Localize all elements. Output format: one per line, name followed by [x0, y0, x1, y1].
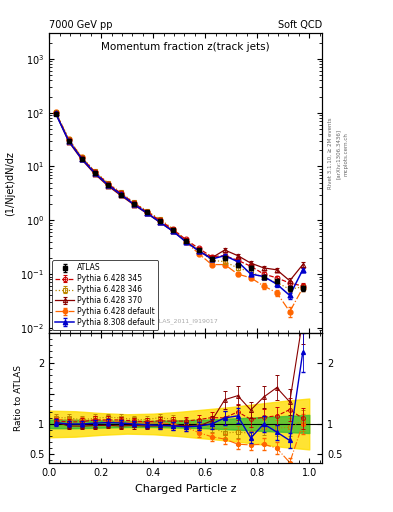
- Text: ATLAS_2011_I919017: ATLAS_2011_I919017: [152, 318, 219, 324]
- Legend: ATLAS, Pythia 6.428 345, Pythia 6.428 346, Pythia 6.428 370, Pythia 6.428 defaul: ATLAS, Pythia 6.428 345, Pythia 6.428 34…: [52, 260, 158, 330]
- Text: [arXiv:1306.3436]: [arXiv:1306.3436]: [336, 129, 341, 179]
- Text: Soft QCD: Soft QCD: [278, 19, 322, 30]
- Text: Rivet 3.1.10, ≥ 2M events: Rivet 3.1.10, ≥ 2M events: [328, 118, 333, 189]
- Text: mcplots.cern.ch: mcplots.cern.ch: [344, 132, 349, 176]
- Y-axis label: (1/Njet)dN/dz: (1/Njet)dN/dz: [5, 151, 15, 216]
- Text: Momentum fraction z(track jets): Momentum fraction z(track jets): [101, 42, 270, 52]
- Text: 7000 GeV pp: 7000 GeV pp: [49, 19, 113, 30]
- Y-axis label: Ratio to ATLAS: Ratio to ATLAS: [14, 365, 23, 431]
- X-axis label: Charged Particle z: Charged Particle z: [135, 484, 237, 494]
